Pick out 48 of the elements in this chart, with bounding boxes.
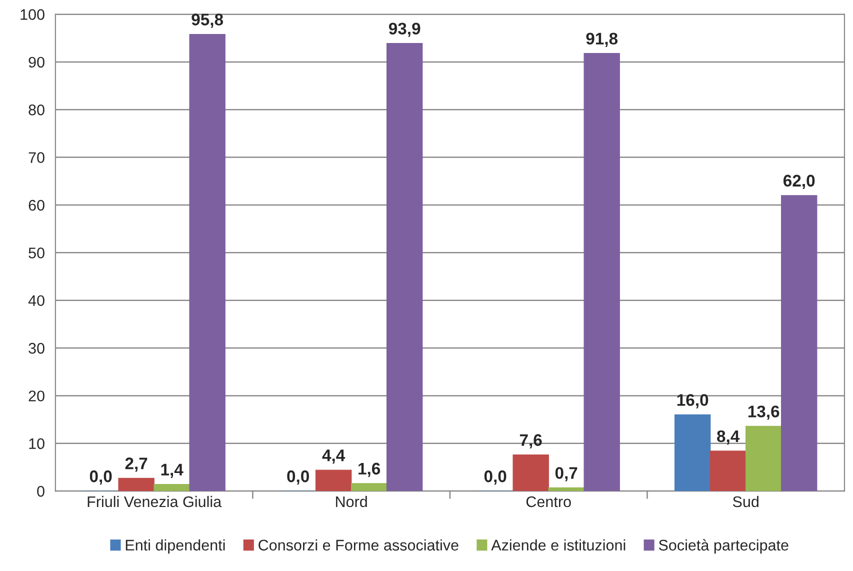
data-label: 13,6 [748,406,780,420]
bar [118,478,154,492]
bar [386,43,423,492]
data-label: 0,0 [287,470,309,485]
bar [745,426,782,492]
y-tick-label: 80 [28,104,44,116]
y-tick-label: 10 [29,438,44,450]
bar [674,414,711,492]
data-label: 93,9 [388,22,420,37]
y-tick-label: 30 [28,342,44,354]
y-tick-label: 90 [28,56,44,68]
bar [315,470,352,492]
legend-label: Enti dipendenti [126,539,225,554]
bar [350,483,388,492]
legend-label: Società partecipate [658,539,788,554]
bar [710,450,746,492]
legend-label: Consorzi e Forme associative [258,539,458,551]
x-tick-label: Nord [336,496,367,508]
bar [189,34,226,492]
y-tick-label: 70 [28,152,44,163]
data-label: 91,8 [586,32,618,47]
x-tick-label: Friuli Venezia Giulia [88,496,222,508]
y-tick-label: 50 [28,248,44,258]
data-label: 4,4 [322,450,346,464]
bar [512,454,549,492]
data-label: 7,6 [520,434,542,448]
bar [154,484,190,492]
data-label: 0,7 [555,467,578,482]
bar [584,53,620,492]
y-tick-label: 40 [28,295,44,306]
y-tick-label: 100 [20,9,44,20]
data-label: 1,6 [358,462,380,477]
data-label: 1,4 [161,464,184,478]
x-tick-label: Centro [526,496,571,508]
data-label: 95,8 [192,14,224,28]
y-tick-label: 20 [28,390,44,402]
bar [781,195,818,492]
data-label: 0,0 [484,470,506,485]
data-label: 16,0 [677,394,708,408]
x-tick-label: Sud [732,496,758,508]
bar [548,487,584,492]
y-tick-label: 60 [28,200,44,211]
data-label: 8,4 [717,430,740,445]
data-label: 62,0 [783,174,815,190]
legend-label: Aziende e istituzioni [491,539,626,551]
data-label: 2,7 [125,458,148,472]
y-tick-label: 0 [37,486,44,497]
data-label: 0,0 [90,470,112,485]
